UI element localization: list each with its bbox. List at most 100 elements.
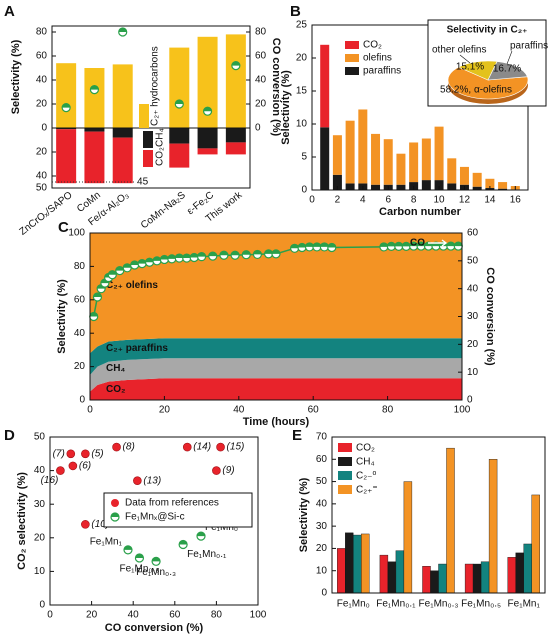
x-tick-label: 6 — [385, 195, 391, 206]
bar — [387, 561, 397, 594]
y-tick-label: 0 — [39, 600, 45, 611]
marker-fill — [290, 244, 299, 249]
y-tick-label: 50 — [36, 183, 48, 194]
area-label: CH₄ — [106, 363, 125, 374]
legend-label: CH₄ — [356, 457, 375, 468]
legend-swatch — [143, 150, 153, 167]
x-tick-label: 16 — [510, 195, 522, 206]
y-tick-label: 50 — [316, 476, 328, 487]
point-label: (15) — [227, 442, 245, 453]
area — [90, 338, 462, 375]
slice-name: other olefins — [432, 45, 486, 56]
marker-fill — [152, 557, 161, 562]
point — [68, 461, 78, 471]
bar — [409, 142, 419, 183]
bar — [403, 481, 413, 594]
bar — [485, 178, 495, 189]
plot-frame — [311, 24, 529, 191]
legend-swatch — [345, 54, 359, 62]
bar — [438, 563, 447, 594]
marker-fill — [402, 242, 411, 247]
y-tick-label: 70 — [316, 432, 328, 443]
marker-fill — [203, 107, 212, 112]
y-tick-label: 80 — [36, 27, 48, 38]
bar — [345, 120, 355, 184]
legend-label: CO₂ — [356, 443, 375, 454]
y-tick-label: 20 — [255, 99, 267, 110]
x-tick-label: 20 — [159, 405, 171, 416]
bar — [459, 166, 469, 185]
bar — [84, 128, 105, 132]
bar — [434, 180, 444, 190]
legend-label: C₂₊⁼ — [356, 485, 378, 496]
marker-fill — [446, 242, 455, 247]
legend-swatch — [338, 471, 352, 480]
legend-label: C₂₊ hydrocarbons — [150, 46, 161, 126]
point — [212, 466, 221, 475]
axis-title: Time (hours) — [243, 416, 310, 428]
area-label: C₂₊ olefins — [106, 280, 158, 291]
bar — [320, 44, 330, 128]
y-tick-label: 0 — [41, 123, 47, 134]
y-tick-label: 50 — [34, 432, 46, 443]
bar — [361, 533, 370, 594]
y-tick-label: 20 — [34, 532, 46, 543]
pie-slice — [487, 61, 528, 81]
panel-label: E — [292, 427, 302, 444]
bar — [225, 142, 246, 155]
legend-swatch — [143, 131, 153, 148]
bar — [395, 550, 405, 594]
bar — [531, 494, 540, 594]
y-tick-label: 80 — [255, 27, 267, 38]
point — [81, 520, 90, 529]
area-label: CO₂ — [106, 384, 125, 395]
leader — [459, 54, 471, 64]
x-tick-label: Fe₁Mn₁ — [508, 599, 541, 610]
y-tick-label: 20 — [36, 99, 48, 110]
axis-title: CO conversion (%) — [105, 622, 204, 634]
legend-swatch — [139, 104, 149, 128]
marker-fill — [253, 250, 262, 255]
bar — [507, 557, 516, 594]
axis-title: Selectivity (%) — [298, 477, 310, 552]
bar — [112, 128, 133, 138]
x-tick-label: 80 — [211, 610, 223, 621]
marker-fill — [190, 253, 199, 258]
x-tick-label: Fe₁Mn₀.₃ — [419, 599, 459, 610]
x-tick-label: 10 — [433, 195, 445, 206]
panel-label: B — [290, 3, 301, 20]
series-label: CO — [410, 238, 425, 249]
bar — [84, 68, 105, 128]
y-tick-label: 60 — [316, 454, 328, 465]
y-tick-label: 0 — [301, 185, 307, 196]
bar — [446, 447, 455, 594]
slice-label: 58.2%, α-olefins — [440, 85, 512, 96]
x-tick-label: 100 — [250, 610, 267, 621]
legend-frame — [103, 492, 253, 528]
y-tick-label: 10 — [296, 119, 308, 130]
area — [90, 233, 462, 354]
legend-label: Fe₁Mnₓ@Si-c — [125, 512, 185, 523]
bar — [447, 183, 457, 190]
inset-title: Selectivity in C₂₊ — [447, 25, 528, 36]
marker-fill — [219, 251, 228, 256]
y-tick-label: 0 — [79, 395, 85, 406]
annotation: 45 — [137, 177, 149, 188]
y-tick-label: 10 — [34, 566, 46, 577]
y-tick-label: 100 — [68, 228, 85, 239]
bar — [371, 184, 381, 190]
x-tick-label: 14 — [484, 195, 496, 206]
legend-label: CH₄ — [155, 128, 166, 147]
bar — [169, 128, 190, 144]
x-tick-label: CoMn-Na₂S — [139, 190, 188, 232]
bar — [434, 126, 444, 181]
point-label: Fe₁Mn₀.₅ — [119, 564, 159, 575]
y-tick-label: 5 — [301, 152, 307, 163]
legend-swatch — [345, 67, 359, 75]
bar — [112, 137, 133, 184]
bar — [421, 180, 431, 190]
y-tick-label: 20 — [296, 53, 308, 64]
legend-swatch — [338, 457, 352, 466]
point — [66, 449, 76, 459]
marker-fill — [152, 256, 161, 261]
